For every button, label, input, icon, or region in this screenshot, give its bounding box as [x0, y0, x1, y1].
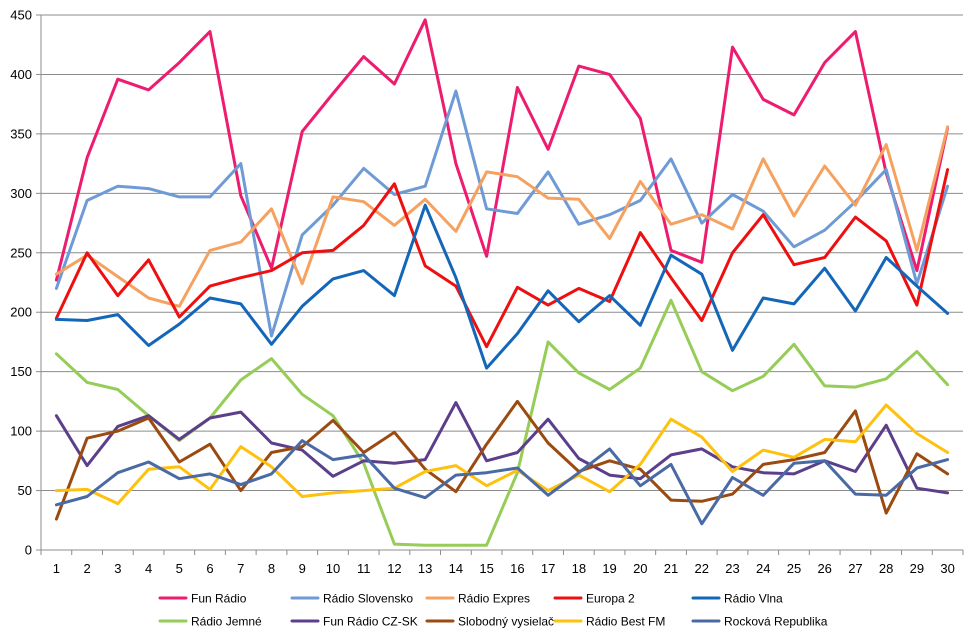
series-line-7 — [54, 401, 950, 495]
series-line-8 — [54, 399, 950, 521]
legend-label: Fun Rádio CZ-SK — [323, 615, 418, 629]
x-tick-label: 12 — [387, 561, 401, 576]
x-tick-label: 16 — [510, 561, 524, 576]
legend-label: Rádio Best FM — [586, 615, 665, 629]
legend-label: Slobodný vysielač — [458, 615, 554, 629]
y-tick-label: 50 — [18, 483, 32, 498]
x-tick-label: 5 — [176, 561, 183, 576]
x-tick-label: 15 — [479, 561, 493, 576]
x-tick-label: 18 — [572, 561, 586, 576]
y-tick-label: 300 — [10, 186, 32, 201]
series-line-5 — [54, 203, 950, 370]
series-line-9 — [54, 403, 950, 506]
legend-label: Fun Rádio — [191, 592, 247, 606]
legend-label: Rádio Jemné — [191, 615, 262, 629]
gridlines — [41, 14, 963, 492]
x-tick-label: 11 — [357, 561, 371, 576]
x-tick-label: 8 — [268, 561, 275, 576]
x-tick-label: 24 — [756, 561, 770, 576]
y-tick-label: 100 — [10, 424, 32, 439]
x-tick-label: 3 — [114, 561, 121, 576]
x-tick-label: 4 — [145, 561, 152, 576]
legend: Fun Rádio Rádio Slovensko Rádio Expres Euro… — [158, 592, 828, 629]
series-line-10 — [54, 439, 950, 526]
x-tick-label: 30 — [940, 561, 954, 576]
x-tick-label: 9 — [299, 561, 306, 576]
x-tick-label: 20 — [633, 561, 647, 576]
series-line-3 — [54, 125, 950, 308]
legend-label: Europa 2 — [586, 592, 635, 606]
x-tick-label: 13 — [418, 561, 432, 576]
series-line-1 — [54, 18, 950, 282]
y-tick-label: 450 — [10, 8, 32, 23]
legend-label: Rádio Slovensko — [323, 592, 413, 606]
x-tick-label: 1 — [53, 561, 60, 576]
series-lines — [54, 18, 950, 547]
y-tick-label: 350 — [10, 126, 32, 141]
x-tick-label: 29 — [910, 561, 924, 576]
x-tick-label: 6 — [206, 561, 213, 576]
legend-label: Rádio Vlna — [724, 592, 783, 606]
y-tick-label: 200 — [10, 305, 32, 320]
x-tick-label: 2 — [83, 561, 90, 576]
legend-label: Rádio Expres — [458, 592, 530, 606]
x-tick-label: 10 — [326, 561, 340, 576]
x-tick-label: 19 — [602, 561, 616, 576]
x-tick-label: 25 — [787, 561, 801, 576]
x-tick-label: 14 — [449, 561, 463, 576]
y-tick-label: 0 — [25, 543, 32, 558]
x-tick-label: 21 — [664, 561, 678, 576]
x-tick-label: 22 — [695, 561, 709, 576]
x-tick-label: 23 — [725, 561, 739, 576]
x-tick-label: 17 — [541, 561, 555, 576]
series-line-2 — [54, 89, 950, 338]
series-line-4 — [54, 168, 950, 349]
y-tick-label: 250 — [10, 245, 32, 260]
legend-label: Rocková Republika — [724, 615, 828, 629]
x-tick-label: 28 — [879, 561, 893, 576]
x-tick-label: 27 — [848, 561, 862, 576]
y-tick-label: 400 — [10, 67, 32, 82]
x-tick-label: 7 — [237, 561, 244, 576]
x-tick-label: 26 — [817, 561, 831, 576]
y-tick-label: 150 — [10, 364, 32, 379]
